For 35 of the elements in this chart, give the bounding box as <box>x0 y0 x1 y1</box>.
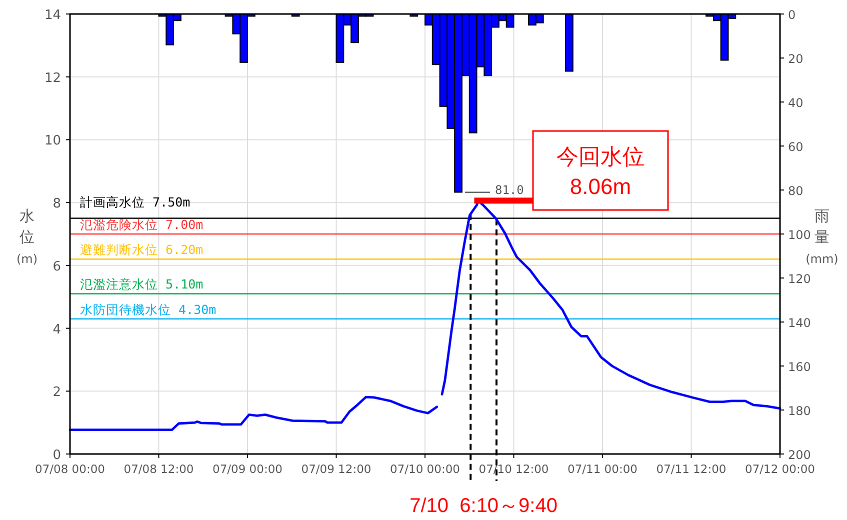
y2-tick-label: 0 <box>788 8 796 22</box>
y2-tick-label: 20 <box>788 52 804 66</box>
annotation: 7/10 6:10～9:40 <box>410 495 558 517</box>
y-tick-label: 0 <box>52 448 61 463</box>
x-tick-label: 07/08 00:00 <box>35 462 105 476</box>
x-tick-label: 07/09 12:00 <box>301 462 372 476</box>
y2-tick-label: 140 <box>788 316 811 330</box>
x-tick-label: 07/12 00:00 <box>745 462 815 476</box>
x-tick-label: 07/11 00:00 <box>568 462 638 476</box>
x-tick-label: 07/10 12:00 <box>478 462 549 476</box>
ref-line-label: 計画高水位 7.50m <box>80 194 190 210</box>
ref-line-label: 氾濫危険水位 7.00m <box>80 217 204 232</box>
ref-line-label: 氾濫注意水位 5.10m <box>80 276 204 292</box>
x-tick-label: 07/10 00:00 <box>390 462 460 476</box>
y2-tick-label: 40 <box>788 96 804 110</box>
y-tick-label: 2 <box>52 385 61 400</box>
y2-tick-label: 160 <box>788 360 811 374</box>
y2-tick-label: 100 <box>788 228 811 242</box>
y-tick-label: 4 <box>52 322 61 338</box>
y2-tick-label: 180 <box>788 404 811 418</box>
y2-tick-label: 60 <box>788 140 804 154</box>
ref-line-label: 避難判断水位 6.20m <box>80 242 204 258</box>
x-tick-label: 07/11 12:00 <box>656 462 726 476</box>
y-tick-label: 10 <box>44 134 61 149</box>
ylabel: 水位(m) <box>16 207 38 266</box>
y-tick-label: 6 <box>52 259 61 274</box>
x-tick-label: 07/09 00:00 <box>212 462 282 476</box>
y-tick-label: 8 <box>52 196 61 212</box>
y2-tick-label: 120 <box>788 272 811 286</box>
y-tick-label: 12 <box>44 70 61 86</box>
x-tick-label: 07/08 12:00 <box>124 462 194 476</box>
y-tick-label: 14 <box>44 8 61 23</box>
ref-line-label: 水防団待機水位 4.30m <box>80 302 216 317</box>
y2-tick-label: 80 <box>788 184 804 198</box>
y2-tick-label: 200 <box>788 448 811 462</box>
